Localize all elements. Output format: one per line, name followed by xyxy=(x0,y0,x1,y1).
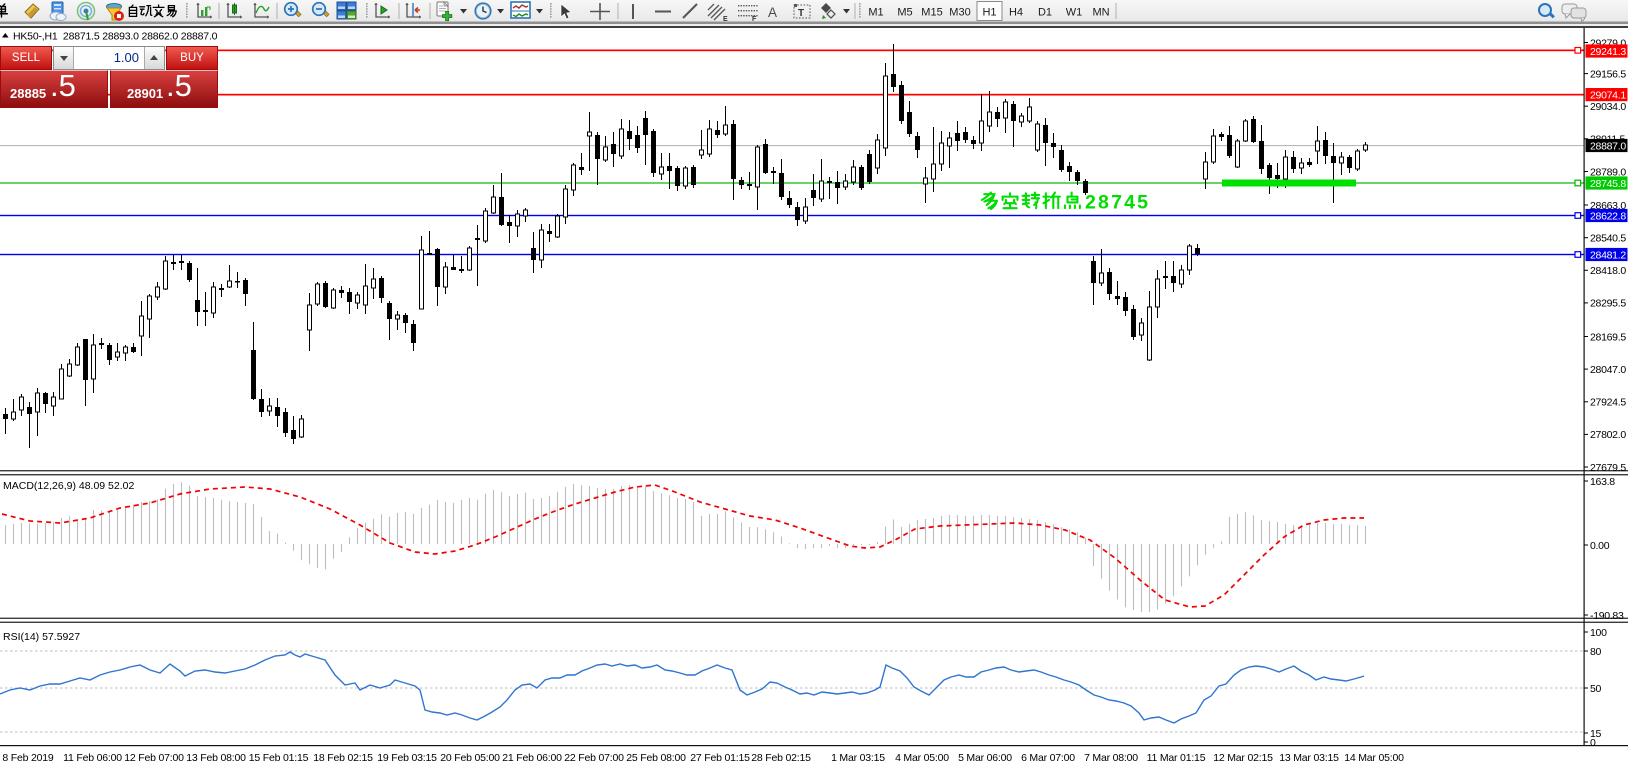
svg-text:M30: M30 xyxy=(949,7,970,19)
svg-text:28789.0: 28789.0 xyxy=(1590,166,1626,178)
svg-text:T: T xyxy=(798,8,804,19)
svg-text:6 Mar 07:00: 6 Mar 07:00 xyxy=(1021,752,1075,764)
svg-text:12 Feb 07:00: 12 Feb 07:00 xyxy=(124,752,184,764)
svg-text:15: 15 xyxy=(1590,728,1602,740)
svg-text:28622.8: 28622.8 xyxy=(1590,210,1626,222)
svg-text:E: E xyxy=(723,16,728,23)
svg-text:12 Mar 02:15: 12 Mar 02:15 xyxy=(1213,752,1273,764)
svg-text:27 Feb 01:15: 27 Feb 01:15 xyxy=(690,752,750,764)
svg-text:D1: D1 xyxy=(1038,7,1052,19)
svg-text:28169.5: 28169.5 xyxy=(1590,331,1626,343)
svg-text:27802.0: 27802.0 xyxy=(1590,429,1626,441)
svg-text:28295.5: 28295.5 xyxy=(1590,298,1626,310)
svg-text:H1: H1 xyxy=(982,7,996,19)
svg-text:50: 50 xyxy=(1590,683,1602,695)
svg-text:11 Feb 06:00: 11 Feb 06:00 xyxy=(63,752,122,764)
svg-text:80: 80 xyxy=(1590,646,1602,658)
svg-text:RSI(14) 57.5927: RSI(14) 57.5927 xyxy=(3,631,80,643)
svg-text:0.00: 0.00 xyxy=(1590,540,1610,552)
svg-text:5 Mar 06:00: 5 Mar 06:00 xyxy=(958,752,1012,764)
svg-text:-190.83: -190.83 xyxy=(1590,610,1624,622)
svg-text:HK50-,H1 28871.5 28893.0 2886: HK50-,H1 28871.5 28893.0 28862.0 28887.0 xyxy=(13,31,218,43)
svg-text:100: 100 xyxy=(1590,627,1607,639)
svg-text:28 Feb 02:15: 28 Feb 02:15 xyxy=(751,752,811,764)
svg-text:28481.2: 28481.2 xyxy=(1590,249,1626,261)
svg-text:15 Feb 01:15: 15 Feb 01:15 xyxy=(249,752,309,764)
svg-text:27924.5: 27924.5 xyxy=(1590,397,1626,409)
svg-text:21 Feb 06:00: 21 Feb 06:00 xyxy=(502,752,562,764)
svg-text:8 Feb 2019: 8 Feb 2019 xyxy=(2,752,53,764)
svg-text:M15: M15 xyxy=(921,7,942,19)
svg-text:18 Feb 02:15: 18 Feb 02:15 xyxy=(313,752,373,764)
svg-text:4 Mar 05:00: 4 Mar 05:00 xyxy=(895,752,949,764)
svg-text:28418.0: 28418.0 xyxy=(1590,265,1626,277)
svg-text:29241.3: 29241.3 xyxy=(1590,46,1626,58)
svg-text:28745: 28745 xyxy=(1085,192,1150,214)
svg-text:28745.8: 28745.8 xyxy=(1590,178,1626,190)
svg-text:29074.1: 29074.1 xyxy=(1590,89,1626,101)
svg-text:0: 0 xyxy=(1590,737,1596,749)
svg-text:7 Mar 08:00: 7 Mar 08:00 xyxy=(1084,752,1138,764)
svg-text:20 Feb 05:00: 20 Feb 05:00 xyxy=(440,752,500,764)
svg-text:25 Feb 08:00: 25 Feb 08:00 xyxy=(626,752,686,764)
svg-text:11 Mar 01:15: 11 Mar 01:15 xyxy=(1147,752,1206,764)
svg-text:A: A xyxy=(768,5,777,20)
svg-text:1 Mar 03:15: 1 Mar 03:15 xyxy=(831,752,885,764)
svg-text:28663.0: 28663.0 xyxy=(1590,200,1626,212)
svg-text:28887.0: 28887.0 xyxy=(1590,140,1626,152)
svg-text:H4: H4 xyxy=(1009,7,1023,19)
svg-text:M5: M5 xyxy=(897,7,912,19)
svg-text:163.8: 163.8 xyxy=(1590,476,1615,488)
svg-text:M1: M1 xyxy=(868,7,883,19)
svg-text:MN: MN xyxy=(1092,7,1109,19)
svg-text:28047.0: 28047.0 xyxy=(1590,364,1626,376)
svg-text:27679.5: 27679.5 xyxy=(1590,462,1626,474)
svg-text:29034.0: 29034.0 xyxy=(1590,101,1626,113)
svg-text:MACD(12,26,9) 48.09 52.02: MACD(12,26,9) 48.09 52.02 xyxy=(3,480,134,492)
svg-text:W1: W1 xyxy=(1066,7,1083,19)
svg-text:13 Mar 03:15: 13 Mar 03:15 xyxy=(1279,752,1339,764)
svg-text:F: F xyxy=(752,16,757,23)
svg-text:28540.5: 28540.5 xyxy=(1590,233,1626,245)
svg-text:14 Mar 05:00: 14 Mar 05:00 xyxy=(1344,752,1404,764)
svg-text:13 Feb 08:00: 13 Feb 08:00 xyxy=(186,752,246,764)
svg-text:22 Feb 07:00: 22 Feb 07:00 xyxy=(564,752,624,764)
svg-text:19 Feb 03:15: 19 Feb 03:15 xyxy=(377,752,437,764)
svg-text:29156.5: 29156.5 xyxy=(1590,68,1626,80)
